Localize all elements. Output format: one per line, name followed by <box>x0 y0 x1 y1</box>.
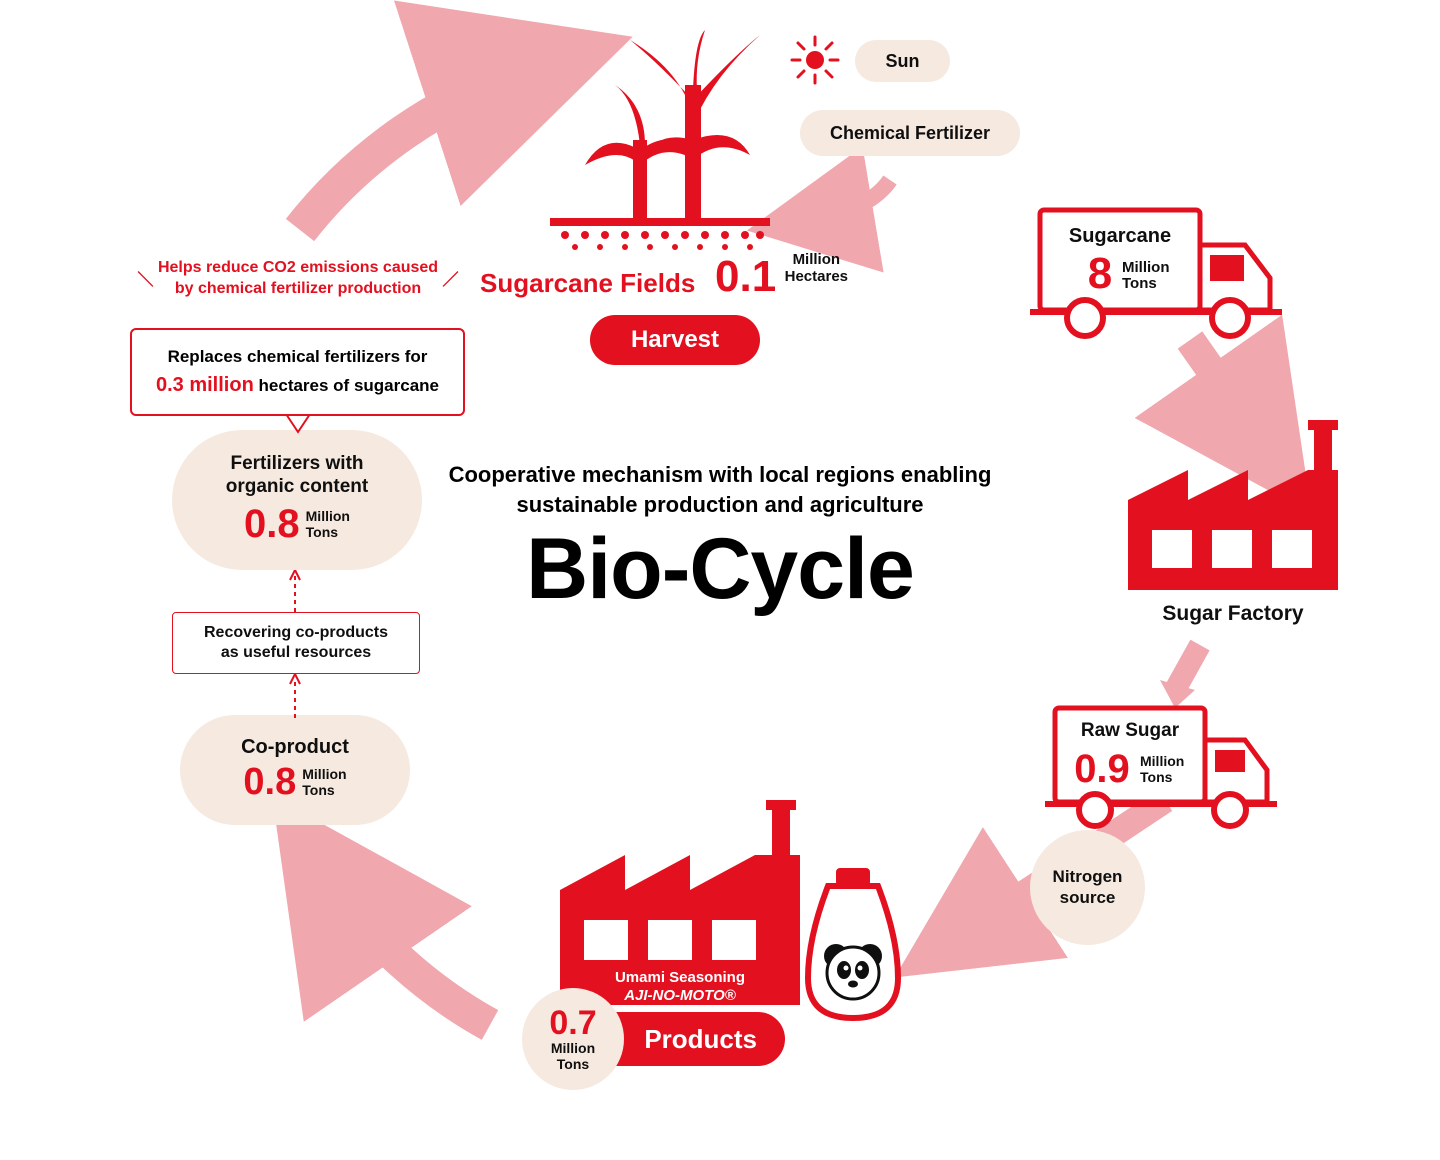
svg-text:Sugar Factory: Sugar Factory <box>1162 602 1304 625</box>
sun-icon <box>790 35 840 85</box>
harvest-pill: Harvest <box>590 315 760 365</box>
svg-text:Raw Sugar: Raw Sugar <box>1081 720 1180 741</box>
products-value-circle: 0.7 Million Tons <box>522 988 624 1090</box>
recovering-box: Recovering co-products as useful resourc… <box>172 612 420 674</box>
chemical-fertilizer-pill: Chemical Fertilizer <box>800 110 1020 156</box>
svg-text:Tons: Tons <box>1122 275 1157 292</box>
nitrogen-source-circle: Nitrogen source <box>1030 830 1145 945</box>
coproduct-pill: Co-product 0.8 Million Tons <box>180 715 410 825</box>
fertilizers-organic-pill: Fertilizers with organic content 0.8 Mil… <box>172 430 422 570</box>
sun-label-pill: Sun <box>855 40 950 82</box>
sugarcane-truck-icon: Sugarcane 8 Million Tons <box>1030 200 1290 350</box>
dash-arrow-recover <box>285 566 305 616</box>
center-subtitle: Cooperative mechanism with local regions… <box>420 460 1020 519</box>
svg-text:Umami Seasoning: Umami Seasoning <box>615 969 745 986</box>
svg-text:AJI-NO-MOTO®: AJI-NO-MOTO® <box>623 987 737 1004</box>
sugarcane-fields-label: Sugarcane Fields <box>480 268 695 299</box>
svg-text:0.9: 0.9 <box>1074 747 1130 791</box>
co2-reduction-note: ＼ Helps reduce CO2 emissions caused by c… <box>122 258 474 300</box>
svg-text:Million: Million <box>1122 259 1170 276</box>
replace-fertilizers-callout: Replaces chemical fertilizers for 0.3 mi… <box>130 328 465 416</box>
svg-text:Sugarcane: Sugarcane <box>1069 225 1171 247</box>
dash-arrow-coproduct <box>285 670 305 720</box>
svg-text:Tons: Tons <box>1140 769 1173 785</box>
svg-text:8: 8 <box>1088 249 1112 298</box>
sugar-factory-icon: Sugar Factory <box>1118 420 1358 645</box>
center-title: Bio-Cycle <box>370 520 1070 619</box>
raw-sugar-truck-icon: Raw Sugar 0.9 Million Tons <box>1045 700 1285 840</box>
svg-text:Million: Million <box>1140 753 1184 769</box>
sugarcane-fields-stat: 0.1 Million Hectares <box>715 252 848 302</box>
sugarcane-plant-icon <box>545 30 775 250</box>
